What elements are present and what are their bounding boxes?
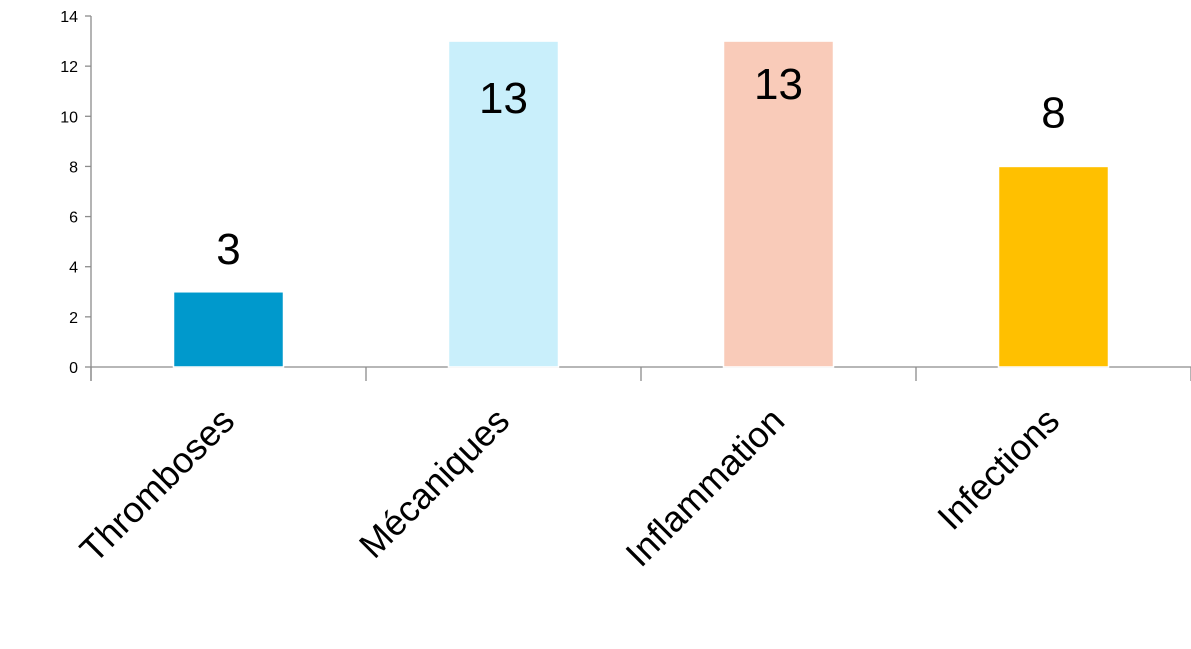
bar-mecaniques [447,40,560,368]
y-tick-label: 2 [69,310,78,327]
category-label: Infections [929,400,1067,538]
category-labels: Thromboses Mécaniques Inflammation Infectio… [72,400,1067,575]
category-label: Thromboses [72,400,242,570]
bar-infections [997,165,1110,368]
bar-thromboses [172,291,285,368]
x-axis [90,366,1191,381]
bar-inflammation [722,40,835,368]
y-tick-label: 8 [69,159,78,176]
y-tick-label: 10 [60,109,78,126]
y-tick-label: 6 [69,210,78,227]
data-label: 13 [754,60,803,109]
y-axis: 0 2 4 6 8 10 12 14 [60,9,92,381]
category-label: Inflammation [617,400,792,575]
bars [172,40,1110,368]
data-label: 8 [1041,88,1065,137]
y-tick-label: 14 [60,9,78,26]
category-label: Mécaniques [351,400,517,566]
y-tick-label: 0 [69,360,78,377]
data-label: 3 [216,225,240,274]
y-tick-label: 4 [69,260,78,277]
data-label: 13 [479,74,528,123]
y-tick-label: 12 [60,59,78,76]
data-labels: 3 13 13 8 [216,60,1065,274]
